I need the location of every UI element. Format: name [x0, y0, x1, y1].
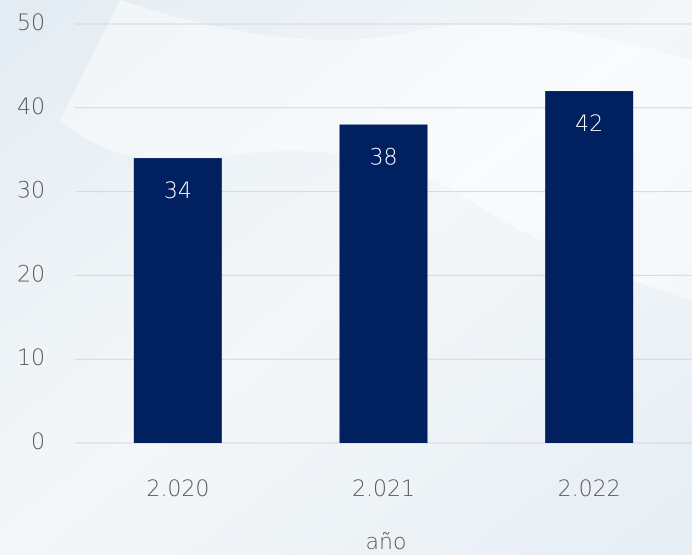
- x-axis-label: año: [366, 530, 407, 555]
- x-tick-label: 2.020: [146, 477, 209, 502]
- x-tick-label: 2.022: [558, 477, 621, 502]
- y-tick-label: 0: [31, 430, 45, 455]
- data-label: 42: [575, 112, 603, 137]
- y-tick-label: 30: [17, 179, 45, 204]
- y-tick-label: 40: [17, 95, 45, 120]
- y-tick-label: 50: [17, 11, 45, 36]
- data-label: 34: [164, 179, 192, 204]
- bar: [339, 124, 428, 443]
- bar: [133, 158, 222, 443]
- y-tick-label: 10: [17, 346, 45, 371]
- y-tick-label: 20: [17, 262, 45, 287]
- bar: [545, 91, 634, 443]
- x-tick-label: 2.021: [352, 477, 415, 502]
- data-label: 38: [370, 146, 398, 171]
